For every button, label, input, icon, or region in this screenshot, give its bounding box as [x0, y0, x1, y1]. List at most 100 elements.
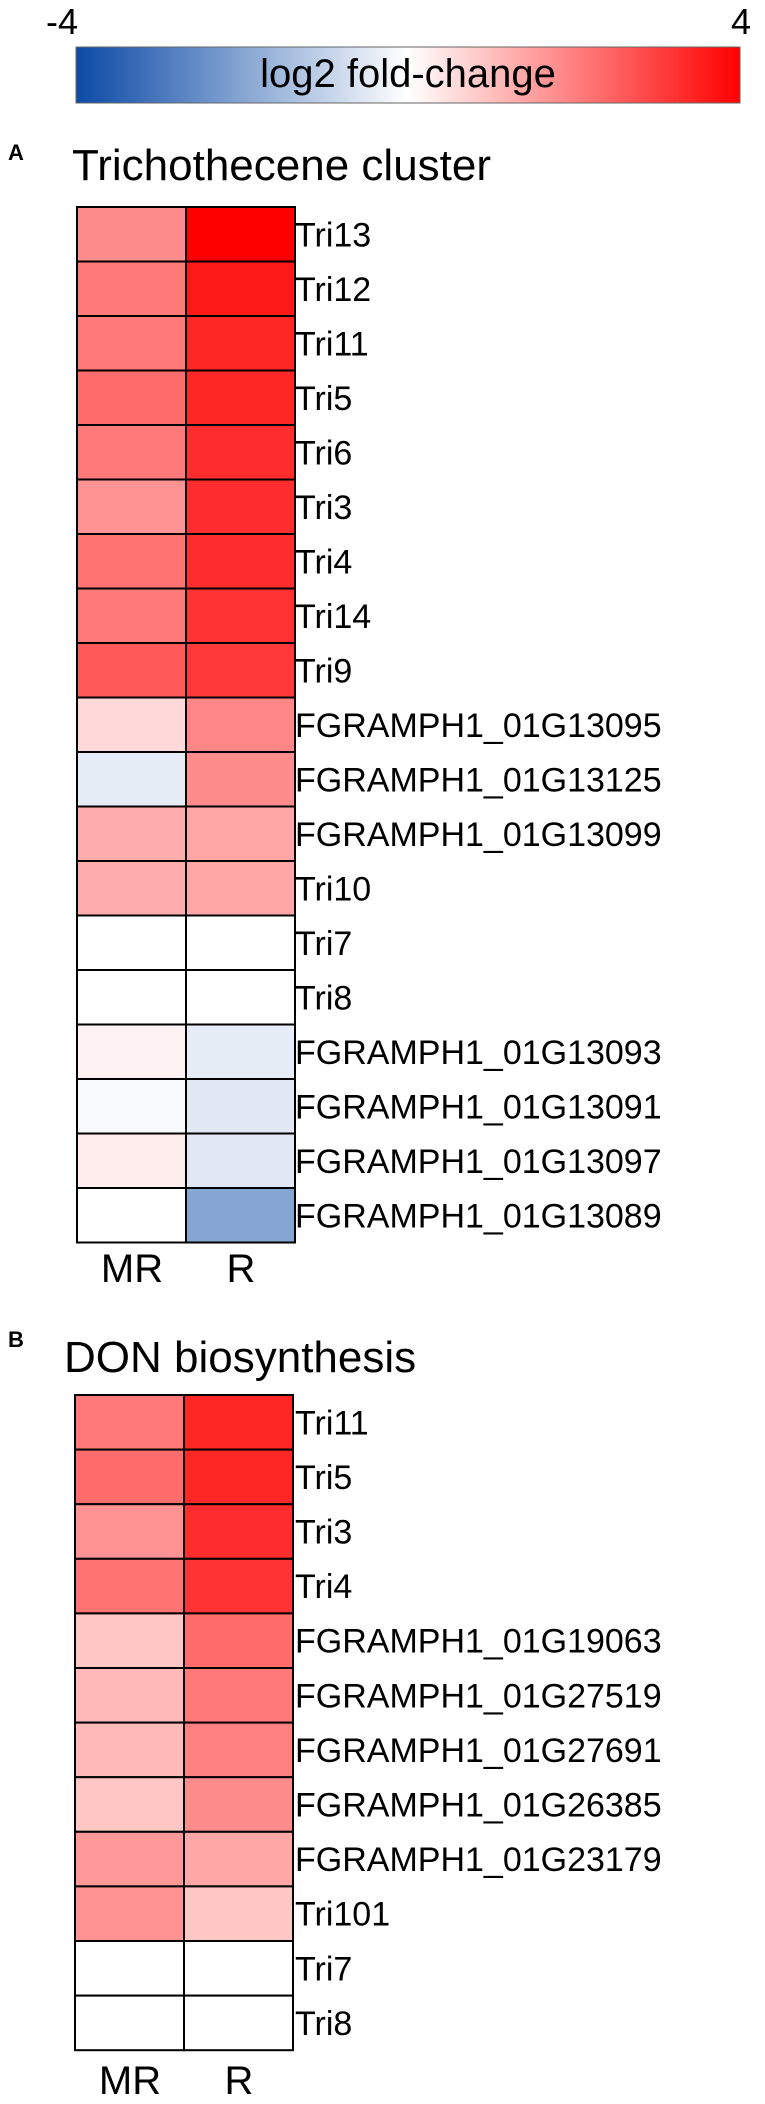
- heatmap-cell: [185, 1187, 296, 1244]
- heatmap-cell: [76, 1187, 187, 1244]
- heatmap-cell: [76, 642, 187, 699]
- heatmap-cell: [74, 1612, 185, 1670]
- row-label: FGRAMPH1_01G13089: [295, 1197, 662, 1235]
- row-label: FGRAMPH1_01G13099: [295, 816, 662, 854]
- heatmap-cell: [76, 206, 187, 263]
- panel-b-title: DON biosynthesis: [64, 1333, 416, 1382]
- heatmap-cell: [183, 1667, 294, 1724]
- heatmap-cell: [76, 1023, 187, 1080]
- heatmap-cell: [76, 424, 187, 481]
- row-label: Tri12: [295, 271, 371, 309]
- panel-a-column-mr: MR: [101, 1247, 163, 1291]
- panel-a: A Trichothecene cluster Tri13Tri12Tri11T…: [8, 140, 662, 1291]
- row-label: Tri10: [295, 870, 371, 908]
- row-label: Tri14: [295, 598, 371, 636]
- heatmap-cell: [183, 1448, 294, 1506]
- row-label: Tri8: [295, 2005, 352, 2043]
- heatmap-cell: [185, 533, 296, 590]
- heatmap-cell: [76, 969, 187, 1026]
- row-label: Tri5: [295, 1459, 352, 1497]
- colorbar: -4 4 log2 fold-change: [46, 1, 751, 104]
- heatmap-cell: [185, 1078, 296, 1135]
- row-label: Tri11: [295, 1404, 369, 1442]
- heatmap-cell: [74, 1394, 185, 1451]
- panel-a-column-r: R: [227, 1247, 256, 1291]
- heatmap-cell: [76, 805, 187, 862]
- row-label: FGRAMPH1_01G13091: [295, 1088, 662, 1126]
- panel-a-label: A: [8, 140, 24, 165]
- heatmap-cell: [74, 1830, 185, 1888]
- row-label: Tri3: [295, 1514, 352, 1552]
- row-label: Tri5: [295, 380, 352, 418]
- heatmap-cell: [76, 533, 187, 590]
- row-label: FGRAMPH1_01G13095: [295, 707, 662, 745]
- heatmap-cell: [76, 1132, 187, 1189]
- panel-b-label: B: [8, 1327, 24, 1352]
- heatmap-cell: [183, 1721, 294, 1779]
- heatmap-cell: [183, 1776, 294, 1833]
- heatmap-cell: [183, 1994, 294, 2052]
- heatmap-cell: [74, 1776, 185, 1833]
- colorbar-label: log2 fold-change: [260, 52, 556, 96]
- colorbar-gradient: [75, 46, 741, 104]
- panel-a-title: Trichothecene cluster: [72, 141, 491, 190]
- heatmap-cell: [74, 1885, 185, 1943]
- heatmap-cell: [185, 1132, 296, 1189]
- row-label: FGRAMPH1_01G13093: [295, 1034, 662, 1072]
- heatmap-cell: [74, 1667, 185, 1724]
- heatmap-cell: [185, 587, 296, 644]
- row-label: FGRAMPH1_01G19063: [295, 1623, 662, 1661]
- heatmap-cell: [183, 1885, 294, 1943]
- heatmap-cell: [185, 315, 296, 372]
- row-label: Tri101: [295, 1896, 390, 1934]
- heatmap-cell: [185, 696, 296, 753]
- heatmap-cell: [183, 1394, 294, 1451]
- heatmap-cell: [185, 805, 296, 862]
- heatmap-cell: [185, 1023, 296, 1080]
- heatmap-cell: [74, 1721, 185, 1779]
- heatmap-cell: [183, 1503, 294, 1560]
- row-label: FGRAMPH1_01G27519: [295, 1677, 662, 1715]
- row-label: Tri8: [295, 979, 352, 1017]
- heatmap-cell: [74, 1940, 185, 1997]
- heatmap-cell: [185, 369, 296, 426]
- heatmap-cell: [183, 1940, 294, 1997]
- row-label: Tri6: [295, 434, 352, 472]
- heatmap-cell: [76, 315, 187, 372]
- heatmap-cell: [76, 478, 187, 535]
- heatmap-cell: [185, 260, 296, 317]
- heatmap-cell: [185, 751, 296, 808]
- row-label: FGRAMPH1_01G23179: [295, 1841, 662, 1879]
- colorbar-min-label: -4: [46, 1, 78, 42]
- heatmap-cell: [74, 1994, 185, 2052]
- heatmap-cell: [185, 206, 296, 263]
- heatmap-cell: [76, 751, 187, 808]
- heatmap-cell: [76, 369, 187, 426]
- heatmap-cell: [185, 969, 296, 1026]
- heatmap-cell: [76, 696, 187, 753]
- heatmap-cell: [185, 914, 296, 971]
- heatmap-cell: [76, 260, 187, 317]
- heatmap-cell: [76, 587, 187, 644]
- panel-a-heatmap: Tri13 Tri12 Tri11 Tri5 Tri6 Tri3 Tri4 Tri14 Tri9…: [76, 206, 662, 1244]
- heatmap-cell: [74, 1448, 185, 1506]
- row-label: FGRAMPH1_01G26385: [295, 1787, 662, 1825]
- panel-b-column-r: R: [225, 2059, 254, 2103]
- heatmap-cell: [76, 860, 187, 917]
- heatmap-cell: [185, 424, 296, 481]
- heatmap-cell: [74, 1503, 185, 1560]
- heatmap-cell: [183, 1557, 294, 1615]
- row-label: Tri7: [295, 925, 352, 963]
- row-label: FGRAMPH1_01G13097: [295, 1143, 662, 1181]
- row-label: Tri4: [295, 543, 352, 581]
- row-label: Tri11: [295, 325, 369, 363]
- row-label: FGRAMPH1_01G27691: [295, 1732, 662, 1770]
- row-label: Tri4: [295, 1568, 352, 1606]
- colorbar-max-label: 4: [731, 1, 751, 42]
- heatmap-cell: [185, 642, 296, 699]
- heatmap-cell: [76, 914, 187, 971]
- heatmap-cell: [183, 1830, 294, 1888]
- heatmap-cell: [183, 1612, 294, 1670]
- row-label: Tri3: [295, 489, 352, 527]
